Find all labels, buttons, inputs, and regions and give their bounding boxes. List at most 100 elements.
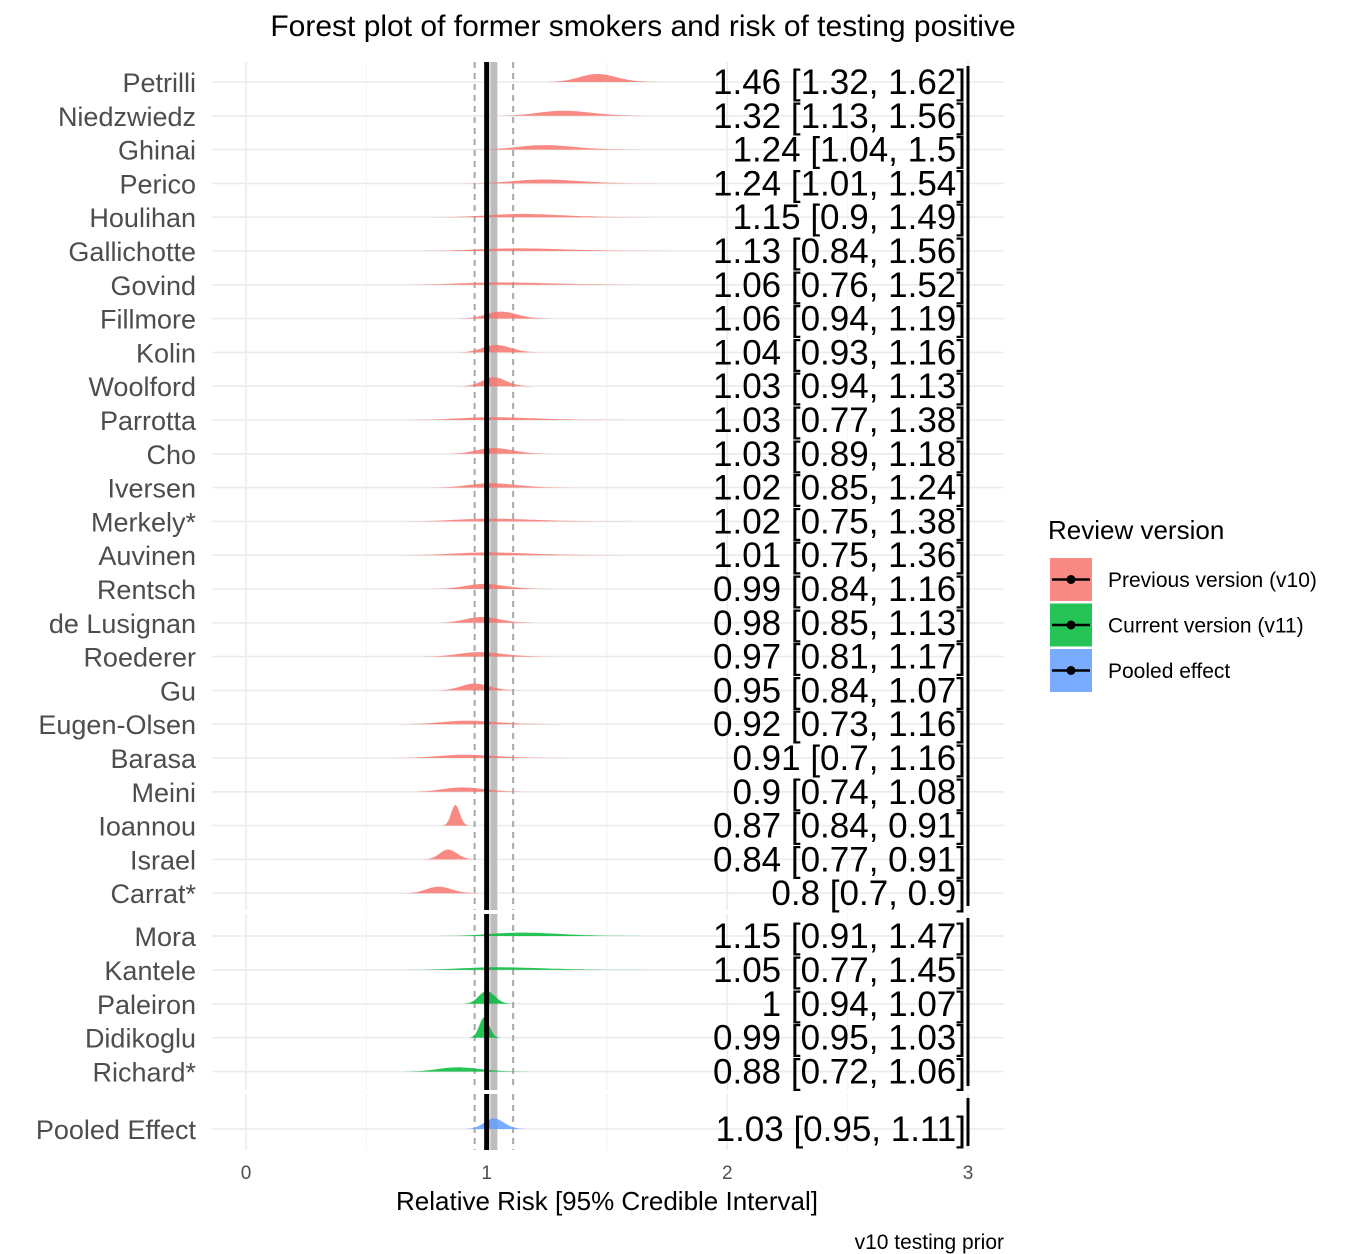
study-label: Eugen-Olsen: [38, 710, 196, 740]
legend: Review version Previous version (v10) Cur…: [1048, 515, 1317, 692]
study-label: Woolford: [88, 372, 196, 402]
density-meini: [408, 787, 536, 792]
study-label: Rentsch: [97, 575, 196, 605]
density-govind: [396, 282, 680, 285]
estimate-label: 1.15 [0.91, 1.47]: [713, 917, 966, 956]
estimate-label: 0.99 [0.95, 1.03]: [713, 1019, 966, 1058]
study-label: Kantele: [104, 956, 196, 986]
estimate-label: 1.01 [0.75, 1.36]: [713, 536, 966, 575]
density-pooledeffect: [466, 1118, 526, 1129]
study-label: Gu: [160, 676, 196, 706]
estimate-label: 1.04 [0.93, 1.16]: [713, 333, 966, 372]
density-ghinai: [471, 145, 641, 150]
density-mora: [437, 932, 646, 936]
study-label: Perico: [119, 169, 196, 199]
estimate-label: 0.99 [0.84, 1.16]: [713, 570, 966, 609]
study-label: Iversen: [107, 474, 196, 504]
estimate-label: 1.24 [1.04, 1.5]: [732, 131, 966, 170]
estimate-label: 1.46 [1.32, 1.62]: [713, 63, 966, 102]
estimate-label: 0.88 [0.72, 1.06]: [713, 1053, 966, 1092]
estimate-label: 1 [0.94, 1.07]: [762, 985, 966, 1024]
density-barasa: [394, 754, 569, 758]
density-perico: [462, 179, 659, 184]
density-parrotta: [404, 417, 634, 420]
estimate-label: 1.06 [0.76, 1.52]: [713, 266, 966, 305]
estimate-label: 1.32 [1.13, 1.56]: [713, 97, 966, 136]
density-gu: [435, 683, 522, 691]
legend-label: Pooled effect: [1108, 660, 1230, 683]
panel-v11: Mora 1.15 [0.91, 1.47] Kantele 1.05 [0.77, …: [85, 914, 1004, 1092]
estimate-label: 1.03 [0.77, 1.38]: [713, 401, 966, 440]
study-label: Govind: [110, 271, 196, 301]
density-iversen: [429, 483, 574, 488]
density-auvinen: [400, 552, 630, 556]
estimate-label: 1.02 [0.75, 1.38]: [713, 502, 966, 541]
study-label: Richard*: [92, 1058, 196, 1088]
study-label: Parrotta: [100, 406, 197, 436]
estimate-label: 0.95 [0.84, 1.07]: [713, 671, 966, 710]
study-label: Didikoglu: [85, 1024, 196, 1054]
estimate-label: 1.03 [0.95, 1.11]: [716, 1110, 966, 1149]
density-israel: [423, 849, 476, 860]
estimate-label: 0.92 [0.73, 1.16]: [713, 705, 966, 744]
study-label: Gallichotte: [68, 237, 196, 267]
x-tick-label: 0: [241, 1163, 252, 1184]
estimate-label: 1.02 [0.85, 1.24]: [713, 469, 966, 508]
panel-pooled: Pooled Effect 1.03 [0.95, 1.11]: [36, 1094, 1004, 1150]
study-label: Kolin: [136, 338, 196, 368]
study-label: Merkely*: [91, 507, 197, 537]
density-eugenolsen: [401, 720, 562, 725]
density-gallichotte: [415, 248, 683, 251]
study-label: Meini: [131, 778, 196, 808]
plot-panels: Petrilli 1.46 [1.32, 1.62] Niedzwiedz 1.32 …: [36, 62, 1004, 1150]
estimate-label: 1.05 [0.77, 1.45]: [713, 951, 966, 990]
x-tick-label: 3: [963, 1163, 974, 1184]
x-tick-label: 1: [481, 1163, 492, 1184]
study-label: Paleiron: [97, 990, 196, 1020]
estimate-label: 1.24 [1.01, 1.54]: [713, 164, 966, 203]
study-label: Ioannou: [98, 812, 196, 842]
study-label: Pooled Effect: [36, 1115, 197, 1145]
legend-label: Previous version (v10): [1108, 569, 1317, 592]
density-merkely: [399, 518, 638, 522]
density-rentsch: [432, 583, 552, 589]
density-carrat: [404, 886, 480, 894]
legend-key-point: [1066, 575, 1076, 584]
study-label: Cho: [146, 440, 196, 470]
estimate-label: 0.9 [0.74, 1.08]: [732, 773, 966, 812]
legend-key-point: [1066, 620, 1076, 630]
study-label: de Lusignan: [49, 609, 196, 639]
estimate-label: 1.15 [0.9, 1.49]: [732, 198, 966, 237]
panel-v10: Petrilli 1.46 [1.32, 1.62] Niedzwiedz 1.32 …: [38, 62, 1004, 913]
density-fillmore: [458, 311, 552, 319]
estimate-label: 1.03 [0.89, 1.18]: [713, 435, 966, 474]
study-label: Carrat*: [110, 879, 196, 909]
density-petrilli: [546, 74, 657, 82]
legend-title: Review version: [1048, 515, 1224, 545]
estimate-label: 1.03 [0.94, 1.13]: [713, 367, 966, 406]
study-label: Mora: [134, 922, 196, 952]
study-label: Niedzwiedz: [58, 102, 196, 132]
estimate-label: 0.84 [0.77, 0.91]: [713, 840, 966, 879]
estimate-label: 0.98 [0.85, 1.13]: [713, 604, 966, 643]
estimate-label: 0.8 [0.7, 0.9]: [771, 874, 966, 913]
estimate-label: 1.13 [0.84, 1.56]: [713, 232, 966, 271]
study-label: Houlihan: [89, 203, 196, 233]
x-tick-label: 2: [722, 1163, 733, 1184]
density-woolford: [461, 377, 532, 387]
study-label: Auvinen: [98, 541, 196, 571]
estimate-label: 0.97 [0.81, 1.17]: [713, 638, 966, 677]
density-cho: [445, 448, 554, 454]
study-label: Ghinai: [118, 136, 196, 166]
x-axis-title: Relative Risk [95% Credible Interval]: [396, 1186, 818, 1216]
estimate-label: 1.06 [0.94, 1.19]: [713, 300, 966, 339]
study-label: Israel: [130, 845, 196, 875]
caption: v10 testing prior: [855, 1231, 1004, 1254]
study-label: Fillmore: [100, 305, 196, 335]
density-kantele: [401, 967, 657, 970]
density-niedzwiedz: [494, 110, 653, 116]
estimate-label: 0.91 [0.7, 1.16]: [732, 739, 966, 778]
density-ioannou: [442, 805, 469, 826]
density-kolin: [457, 345, 543, 353]
